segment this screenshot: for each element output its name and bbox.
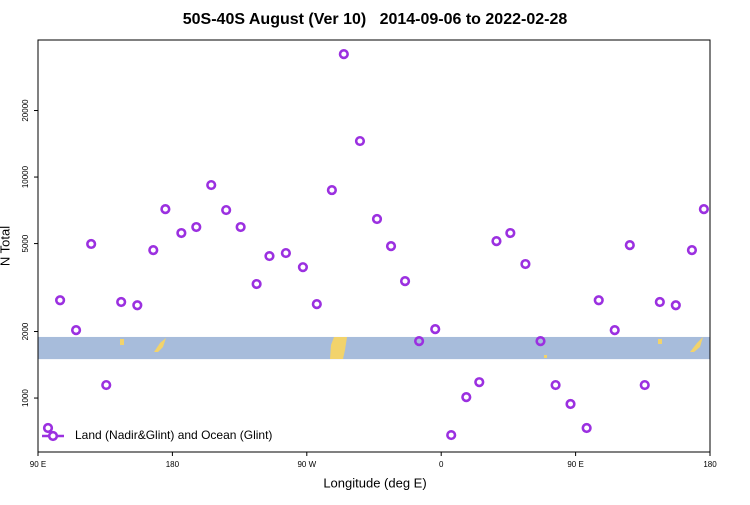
data-point — [235, 221, 246, 233]
data-point — [550, 379, 561, 391]
x-tick-label: 90 E — [567, 460, 583, 469]
data-point — [624, 240, 635, 251]
data-point — [639, 379, 650, 391]
data-point — [55, 295, 66, 306]
data-point — [251, 278, 262, 290]
data-point — [148, 245, 159, 256]
data-point — [399, 276, 411, 287]
data-point — [385, 241, 397, 252]
data-point — [430, 324, 441, 335]
data-point — [371, 213, 383, 225]
data-point — [474, 377, 485, 388]
data-point — [311, 299, 322, 310]
y-tick-label: 1000 — [21, 389, 30, 407]
data-point — [354, 135, 366, 147]
data-point — [593, 295, 604, 306]
x-tick-label: 90 W — [297, 460, 316, 469]
data-point — [176, 227, 187, 239]
legend-label: Land (Nadir&Glint) and Ocean (Glint) — [75, 428, 272, 442]
y-tick-label: 10000 — [21, 165, 30, 188]
x-axis-label: Longitude (deg E) — [323, 475, 426, 490]
data-point — [609, 324, 620, 336]
data-point — [297, 262, 309, 273]
y-tick-label: 20000 — [21, 99, 30, 122]
data-point — [160, 204, 171, 215]
data-point — [116, 296, 127, 308]
data-point — [264, 250, 275, 262]
data-point — [280, 247, 291, 259]
data-point — [446, 429, 457, 441]
data-point — [206, 179, 217, 191]
data-point — [101, 379, 112, 391]
chart-title: 50S-40S August (Ver 10) 2014-09-06 to 20… — [183, 11, 568, 28]
data-point — [491, 236, 502, 247]
data-point — [565, 398, 576, 410]
x-tick-label: 180 — [166, 460, 180, 469]
data-point — [326, 184, 337, 196]
x-tick-label: 0 — [439, 460, 444, 469]
data-point — [670, 300, 681, 311]
data-point — [686, 245, 698, 256]
x-tick-label: 90 E — [30, 460, 46, 469]
plot-frame — [37, 39, 711, 453]
data-point — [520, 258, 531, 270]
legend-marker — [47, 430, 59, 442]
data-point — [698, 204, 709, 215]
data-point — [42, 422, 54, 434]
land-ocean-band — [38, 336, 710, 360]
x-tick-label: 180 — [703, 460, 717, 469]
y-tick-label: 2000 — [21, 322, 30, 340]
data-point — [70, 324, 82, 336]
land-patches — [120, 337, 703, 359]
data-point — [132, 300, 143, 311]
y-tick-label: 5000 — [21, 234, 30, 252]
data-point — [221, 204, 232, 216]
data-point — [86, 238, 97, 250]
data-point — [191, 221, 202, 233]
y-axis-label: N Total — [0, 226, 12, 266]
data-point — [338, 49, 349, 60]
data-point — [413, 336, 425, 347]
data-point — [581, 422, 592, 434]
data-point — [654, 296, 665, 308]
data-point — [505, 227, 516, 239]
data-point — [461, 391, 472, 403]
data-point — [535, 336, 546, 347]
